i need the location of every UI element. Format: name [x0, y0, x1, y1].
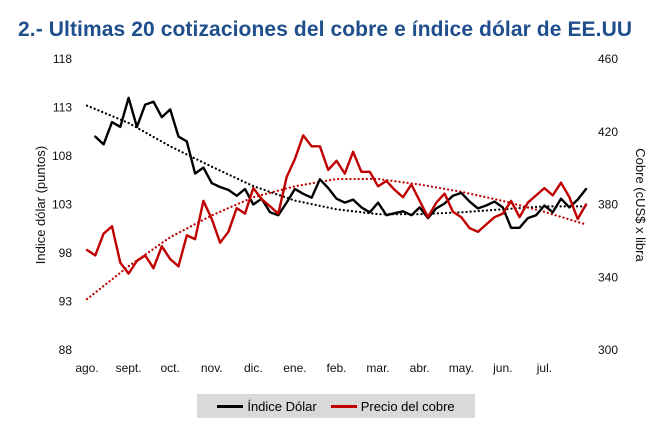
right-tick-label: 380 [598, 198, 618, 212]
x-tick-label: jun. [492, 361, 512, 375]
left-tick-label: 118 [53, 52, 72, 66]
legend-swatch-dollar [217, 404, 244, 408]
left-tick-label: 108 [52, 149, 72, 163]
left-tick-label: 88 [59, 343, 73, 357]
x-tick-label: jul. [536, 361, 552, 375]
legend-label-dollar: Índice Dólar [247, 398, 317, 414]
right-tick-label: 300 [598, 343, 618, 357]
x-tick-label: sept. [116, 361, 142, 375]
left-axis-title: Indice dólar (puntos) [33, 146, 48, 265]
x-tick-label: oct. [160, 361, 179, 375]
legend-item-copper: Precio del cobre [330, 398, 455, 414]
copper-price-line [85, 134, 588, 275]
x-tick-label: mar. [366, 361, 389, 375]
x-tick-label: may. [449, 361, 474, 375]
x-tick-label: feb. [326, 361, 346, 375]
left-tick-label: 93 [59, 295, 73, 309]
right-axis-ticks: 300 340 380 420 460 [598, 52, 618, 357]
x-tick-label: ene. [283, 361, 306, 375]
left-tick-label: 103 [52, 198, 72, 212]
x-tick-label: nov. [201, 361, 223, 375]
right-tick-label: 340 [598, 270, 618, 284]
right-tick-label: 420 [598, 125, 618, 139]
plot-lines [85, 96, 588, 301]
legend-item-dollar: Índice Dólar [217, 398, 317, 414]
x-axis-ticks: ago. sept. oct. nov. dic. ene. feb. mar. abr. may… [75, 361, 552, 375]
left-tick-label: 113 [53, 101, 72, 115]
x-tick-label: abr. [410, 361, 430, 375]
legend-swatch-copper [330, 404, 357, 408]
left-axis-ticks: 88 93 98 103 108 113 118 [52, 52, 72, 357]
chart-title: 2.- Ultimas 20 cotizaciones del cobre e … [18, 18, 633, 41]
x-tick-label: ago. [75, 361, 98, 375]
legend-label-copper: Precio del cobre [360, 398, 455, 414]
x-tick-label: dic. [244, 361, 263, 375]
right-tick-label: 460 [598, 52, 618, 66]
legend: Índice Dólar Precio del cobre [197, 394, 475, 418]
right-axis-title: Cobre (cUS$ x libra [633, 148, 648, 262]
left-tick-label: 98 [59, 246, 73, 260]
